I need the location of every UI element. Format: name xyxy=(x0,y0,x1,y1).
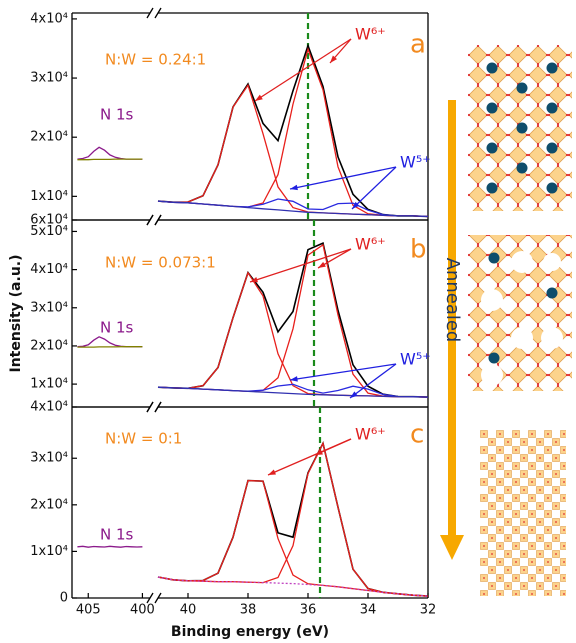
arrow-head xyxy=(352,201,360,209)
data-line xyxy=(77,545,143,548)
x-axis-label: Binding energy (eV) xyxy=(171,624,329,640)
data-line xyxy=(77,146,143,160)
ratio-label: N:W = 0:1 xyxy=(105,430,182,448)
axis-break xyxy=(154,214,162,226)
structure-top xyxy=(468,45,572,211)
arrow-head xyxy=(268,469,276,475)
data-line xyxy=(77,336,143,348)
arrow-head xyxy=(318,261,326,268)
arrow-head xyxy=(290,184,298,191)
y-tick-label: 2x10⁴ xyxy=(30,338,68,353)
y-tick-label: 3x10⁴ xyxy=(30,71,68,86)
arrow xyxy=(289,363,397,381)
structure-bottom xyxy=(480,430,566,596)
n1s-label: N 1s xyxy=(100,106,134,124)
w6-label: W⁶⁺ xyxy=(355,25,386,44)
data-line xyxy=(157,200,429,218)
arrow-head xyxy=(315,449,323,455)
arrow-head xyxy=(290,376,298,382)
y-tick-label: 6x10⁴ xyxy=(30,213,68,228)
arrow-label: Annealed xyxy=(442,258,463,343)
x-tick-label: 34 xyxy=(360,603,377,618)
data-line xyxy=(157,479,429,597)
axis-break xyxy=(146,7,154,19)
x-tick-label: 405 xyxy=(76,603,101,618)
n1s-label: N 1s xyxy=(100,526,134,544)
axis-break xyxy=(154,401,162,413)
w6-label: W⁶⁺ xyxy=(355,425,386,444)
y-tick-label: 4x10⁴ xyxy=(30,11,68,26)
arrow-head xyxy=(330,55,338,63)
y-tick-label: 0 xyxy=(60,591,68,606)
data-line xyxy=(77,158,143,161)
axis-break xyxy=(146,401,154,413)
y-tick-label: 1x10⁴ xyxy=(30,377,68,392)
y-tick-label: 3x10⁴ xyxy=(30,451,68,466)
y-axis-label: Intensity (a.u.) xyxy=(8,254,24,372)
arrow-head xyxy=(350,391,358,398)
data-line xyxy=(157,441,429,597)
y-tick-label: 1x10⁴ xyxy=(30,189,68,204)
arrow-head xyxy=(255,94,263,101)
arrow xyxy=(349,363,397,399)
axis-break xyxy=(154,7,162,19)
panel-label: c xyxy=(410,420,424,450)
arrow xyxy=(289,166,397,190)
n1s-label: N 1s xyxy=(100,319,134,337)
w5-label: W⁵⁺ xyxy=(400,350,431,369)
y-tick-label: 4x10⁴ xyxy=(30,400,68,415)
panel-label: a xyxy=(410,30,426,60)
arrow xyxy=(249,248,352,283)
y-tick-label: 2x10⁴ xyxy=(30,130,68,145)
y-tick-label: 3x10⁴ xyxy=(30,300,68,315)
w6-label: W⁶⁺ xyxy=(355,235,386,254)
w5-label: W⁵⁺ xyxy=(400,153,431,172)
data-line xyxy=(157,43,429,218)
y-tick-label: 2x10⁴ xyxy=(30,497,68,512)
y-tick-label: 5x10⁴ xyxy=(30,224,68,239)
anneal-arrow xyxy=(440,100,464,560)
axis-break xyxy=(154,592,162,604)
y-tick-label: 1x10⁴ xyxy=(30,544,68,559)
x-tick-label: 32 xyxy=(420,603,437,618)
data-line xyxy=(157,386,429,398)
x-tick-label: 400 xyxy=(130,603,155,618)
x-tick-label: 38 xyxy=(240,603,257,618)
ratio-label: N:W = 0.24:1 xyxy=(105,51,206,69)
arrow-head xyxy=(250,277,258,283)
y-tick-label: 4x10⁴ xyxy=(30,262,68,277)
arrow xyxy=(254,38,352,102)
axis-break xyxy=(146,214,154,226)
ratio-label: N:W = 0.073:1 xyxy=(105,254,216,272)
data-line xyxy=(157,576,429,597)
axis-break xyxy=(146,592,154,604)
panel-label: b xyxy=(410,235,427,265)
data-line xyxy=(157,440,429,597)
data-line xyxy=(157,47,429,218)
structure-middle xyxy=(468,235,572,391)
x-tick-label: 40 xyxy=(180,603,197,618)
arrow xyxy=(351,166,397,210)
x-tick-label: 36 xyxy=(300,603,317,618)
